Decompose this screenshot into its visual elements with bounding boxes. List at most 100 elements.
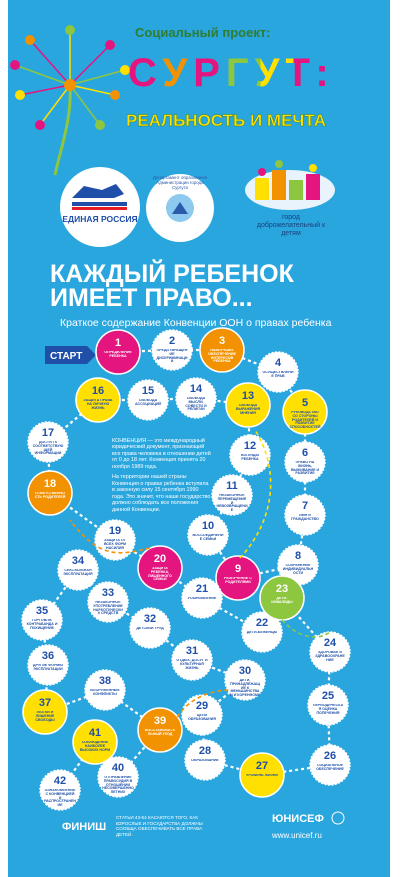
cell: 8 Сохранение индивидуальности	[277, 544, 319, 586]
unicef-url: www.unicef.ru	[271, 831, 322, 840]
cell-label: Усыновление	[187, 597, 217, 600]
cell-circle	[229, 434, 271, 476]
cell-label: Взгляды ребенка	[241, 454, 259, 461]
cell-circle	[72, 719, 118, 765]
cell-circle	[241, 611, 283, 653]
convention-text: КОНВЕНЦИЯ — это международный юридически…	[112, 438, 212, 513]
cell-circle	[309, 744, 351, 786]
cell-label-box: Усыновление	[187, 597, 217, 600]
cell-circle	[239, 752, 285, 798]
cell-label: Ответственность родителей	[34, 492, 66, 499]
cell-label: Защита ребенка, лишенного семьи	[148, 567, 172, 582]
cell-label-box: Цели образования	[188, 714, 216, 721]
cell-circle	[27, 421, 69, 463]
cell-number: 20	[154, 553, 166, 565]
city-caption: город доброжелательный к детям	[256, 214, 326, 238]
cell-number: 39	[154, 715, 166, 727]
cell-circle	[87, 581, 129, 623]
cell-label-box: Доступ к соответствующей информации	[32, 441, 64, 456]
cell: 25 Периодическая оценка попечения	[307, 684, 349, 726]
cell: 11 Незаконное перемещение и невозвращение	[211, 474, 253, 516]
cell: 35 Торговля, контрабанда и похищение	[21, 599, 63, 641]
cell: 36 Другие формы эксплуатации	[27, 644, 69, 686]
cell-label: Свобода выражения мнения	[235, 404, 261, 415]
cell: 6 Право на жизнь, выживание и развитие	[284, 441, 326, 483]
cell: 39 Восстановительный уход	[137, 707, 183, 753]
party-logo: ЕДИНАЯ РОССИЯ	[60, 167, 140, 247]
cell-number: 30	[239, 665, 251, 677]
start-label: СТАРТ	[50, 351, 82, 362]
cell: 31 Отдых, досуг и культурная жизнь	[171, 639, 213, 681]
city-title: СУРГУТ:	[128, 51, 335, 95]
cell-label-box: Незаконное употребление наркотических ср…	[93, 601, 123, 615]
cell-label-box: Наилучшее обеспечение интересов ребенка	[208, 349, 236, 364]
cell-circle	[137, 545, 183, 591]
cell: 30 Дети, принадлежащие к меньшинствам и к…	[224, 659, 266, 701]
dandelion-logo	[10, 25, 130, 176]
cell-circle	[215, 555, 261, 601]
cell-label: Свобода мысли, совести и религии	[185, 397, 207, 412]
cell-label: Имя и гражданство	[291, 514, 319, 521]
cell-label: Периодическая оценка попечения	[312, 704, 344, 715]
cell: 2 Предотвращение дискриминации	[151, 329, 193, 371]
cell-label-box: Защита ребенка, лишенного семьи	[148, 567, 172, 582]
cell-number: 4	[275, 357, 282, 369]
cell: 38 Вооруженные конфликты	[84, 669, 126, 711]
cell-number: 33	[102, 587, 114, 599]
cell-label-box: Другие формы эксплуатации	[33, 664, 63, 671]
cell-circle	[97, 756, 139, 798]
cell-circle	[224, 659, 266, 701]
cell-label-box: Периодическая оценка попечения	[312, 704, 344, 715]
cell-label: Дети-инвалиды	[271, 597, 293, 604]
unicef-name: ЮНИСЕФ	[272, 813, 324, 825]
cell-label-box: Руководство со стороны родителей и разви…	[289, 411, 321, 428]
cell-label: Доступ к соответствующей информации	[32, 441, 64, 456]
cell-label-box: Определение ребенка	[104, 351, 132, 358]
cell-label: Отправление правосудия в отношении несов…	[102, 776, 134, 793]
cell-circle	[181, 577, 223, 619]
cell-number: 21	[196, 583, 208, 595]
cell-circle	[211, 474, 253, 516]
cell-number: 10	[202, 520, 214, 532]
cell-label: Осуществление прав	[262, 371, 294, 378]
cell-circle	[181, 694, 223, 736]
cell: 18 Ответственность родителей	[27, 470, 73, 516]
articles-note: СТАТЬИ 43-54 КАСАЮТСЯ ТОГО, КАК ВЗРОСЛЫЕ…	[116, 815, 203, 837]
cell-circle	[137, 707, 183, 753]
cell-label-box: Ответственность родителей	[34, 492, 66, 499]
cell-number: 28	[199, 745, 211, 757]
cell-label: Руководство со стороны родителей и разви…	[289, 411, 321, 428]
cell: 22 Дети-беженцы	[241, 611, 283, 653]
cell-circle	[151, 329, 193, 371]
cell-label-box: Защита от всех форм насилия	[104, 539, 126, 549]
cell-number: 24	[324, 637, 337, 649]
cell-circle	[175, 377, 217, 419]
start-arrow: СТАРТ	[45, 346, 96, 364]
cell-label-box: Свобода выражения мнения	[235, 404, 261, 415]
cell: 33 Незаконное употребление наркотических …	[87, 581, 129, 623]
cell: 4 Осуществление прав	[257, 351, 299, 393]
cell: 26 Социальное обеспечение	[309, 744, 351, 786]
cell-number: 31	[186, 645, 198, 657]
cell: 17 Доступ к соответствующей информации	[27, 421, 69, 463]
cell-label: Наилучшее обеспечение интересов ребенка	[208, 349, 236, 364]
cell-circle	[309, 631, 351, 673]
cell-label: Пытки и лишение свободы	[35, 711, 55, 722]
cell-number: 26	[324, 750, 336, 762]
cell-number: 25	[322, 690, 334, 702]
cell-label-box: Право на жизнь, выживание и развитие	[291, 461, 319, 475]
cell-label-box: Отдых, досуг и культурная жизнь	[176, 659, 207, 669]
cell-circle	[27, 644, 69, 686]
cell-label-box: Воссоединение семьи	[192, 534, 224, 541]
cell-label: Другие формы эксплуатации	[33, 664, 63, 671]
cell-label: Восстановительный уход	[144, 729, 176, 736]
cell-circle	[95, 329, 141, 375]
cell-circle	[225, 382, 271, 428]
cell-label: Определение ребенка	[104, 351, 132, 358]
track: 1 Определение ребенка 2 Предотвращение диск…	[21, 327, 351, 811]
cell-label: Воссоединение семьи	[192, 534, 224, 541]
cell-label-box: Торговля, контрабанда и похищение	[27, 619, 58, 629]
cell-label: Соблюдение наиболее высоких норм	[79, 741, 111, 752]
cell-label-box: Осуществление прав	[262, 371, 294, 378]
cell: 34 Сексуальная эксплуатация	[57, 549, 99, 591]
